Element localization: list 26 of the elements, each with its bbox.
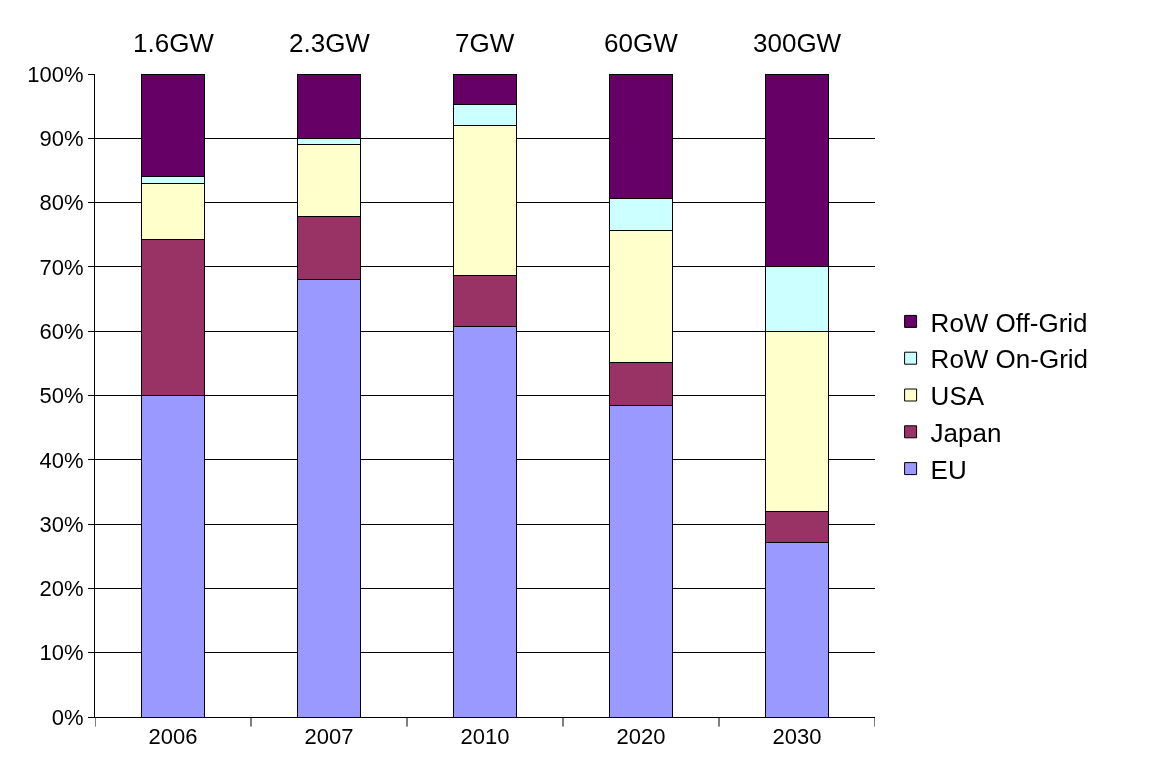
x-tick-label: 2030	[772, 724, 822, 750]
y-tick-label: 40%	[39, 447, 84, 473]
legend-label: EU	[930, 454, 967, 485]
legend-label: RoW On-Grid	[930, 344, 1089, 375]
annotation: 1.6GW	[133, 28, 215, 58]
y-tick-label: 0%	[51, 704, 84, 730]
annotation: 60GW	[604, 28, 679, 58]
y-tick-label: 20%	[39, 576, 84, 602]
legend-label: Japan	[930, 417, 1002, 448]
x-tick-label: 2006	[148, 724, 198, 750]
y-tick-label: 50%	[39, 383, 84, 409]
y-tick-label: 100%	[27, 61, 84, 87]
annotation: 7GW	[455, 28, 515, 58]
x-tick-label: 2020	[616, 724, 666, 750]
y-tick-label: 60%	[39, 318, 84, 344]
y-tick-label: 80%	[39, 190, 84, 216]
y-tick-label: 90%	[39, 126, 84, 151]
x-tick-label: 2010	[460, 724, 510, 750]
y-tick-label: 30%	[39, 511, 84, 537]
annotation: 300GW	[753, 28, 842, 58]
legend-label: USA	[930, 381, 985, 412]
y-tick-label: 10%	[39, 640, 84, 666]
annotation: 2.3GW	[289, 28, 371, 58]
legend-label: RoW Off-Grid	[930, 307, 1088, 338]
y-tick-label: 70%	[39, 254, 84, 280]
x-tick-label: 2007	[304, 724, 354, 750]
